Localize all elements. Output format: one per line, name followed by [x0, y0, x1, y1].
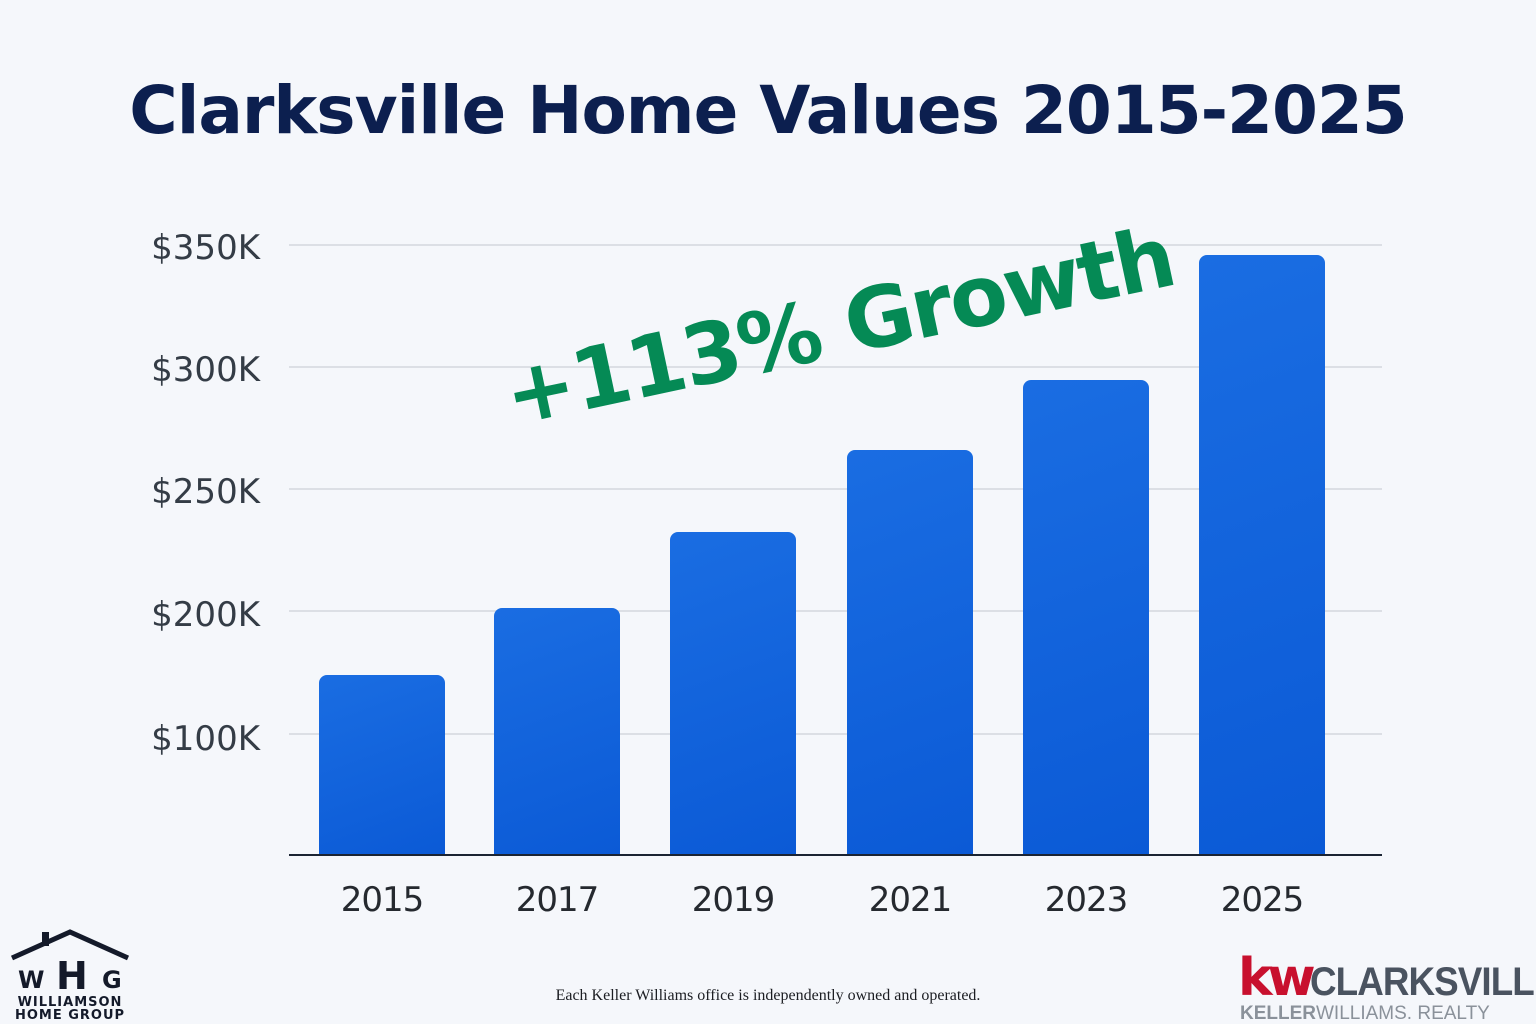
williamson-home-group-logo: W H G WILLIAMSON HOME GROUP [8, 928, 132, 1024]
y-tick-label: $100K [151, 719, 260, 759]
bar-2015 [319, 675, 445, 855]
bar-2021 [847, 450, 973, 855]
gridline [289, 244, 1382, 246]
x-axis-line [289, 854, 1382, 856]
disclaimer: Each Keller Williams office is independe… [555, 987, 981, 1004]
x-tick-label: 2023 [1044, 880, 1129, 920]
x-tick-label: 2015 [340, 880, 425, 920]
kw-mark: kw [1238, 948, 1316, 1008]
logo-line-2: HOME GROUP [14, 1008, 126, 1023]
logo-line-1: WILLIAMSON [17, 995, 123, 1010]
bar-2019 [670, 532, 796, 855]
gridline [289, 733, 1382, 735]
x-tick-label: 2017 [515, 880, 600, 920]
gridline [289, 366, 1382, 368]
gridline [289, 488, 1382, 490]
x-tick-label: 2025 [1220, 880, 1305, 920]
bar-2023 [1023, 380, 1149, 855]
chart-title: Clarksville Home Values 2015-2025 [129, 72, 1407, 149]
bar-2025 [1199, 255, 1325, 855]
y-tick-label: $350K [151, 228, 260, 268]
x-tick-label: 2021 [868, 880, 953, 920]
x-tick-label: 2019 [691, 880, 776, 920]
house-roof-icon [10, 929, 130, 961]
gridline [289, 610, 1382, 612]
keller-williams-logo: kw CLARKSVILLE KELLERWILLIAMS. REALTY [1238, 950, 1536, 1024]
kw-city: CLARKSVILLE [1310, 960, 1536, 1004]
bar-2017 [494, 608, 620, 855]
kw-subtitle: KELLERWILLIAMS. REALTY [1240, 1003, 1490, 1024]
y-tick-label: $300K [151, 350, 260, 390]
y-tick-label: $200K [151, 595, 260, 635]
y-tick-label: $250K [151, 472, 260, 512]
